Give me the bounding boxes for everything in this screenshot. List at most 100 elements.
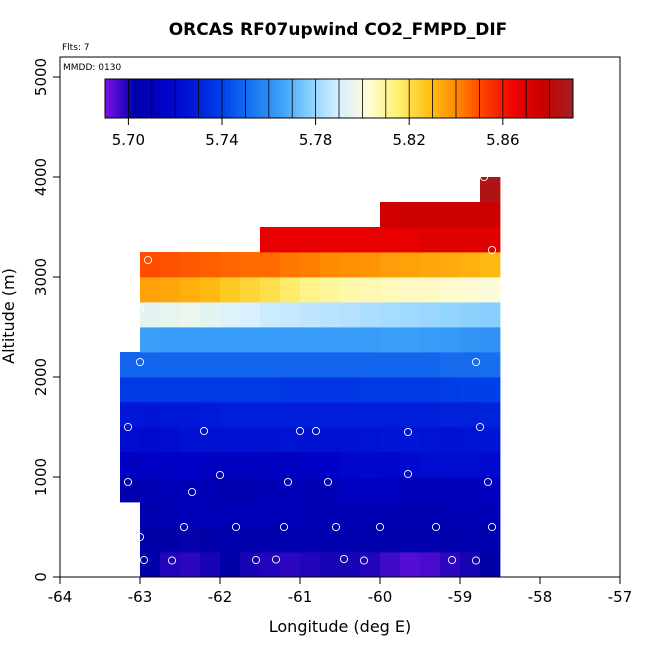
heatmap-cell (400, 452, 421, 478)
heatmap-cell (460, 377, 481, 403)
heatmap-cell (120, 377, 141, 403)
y-tick-label: 3000 (32, 258, 50, 296)
heatmap-cell (140, 427, 161, 453)
heatmap-cell (120, 477, 141, 503)
heatmap-cell (160, 402, 181, 428)
heatmap-cell (480, 277, 501, 303)
colorbar-segment (327, 79, 332, 118)
heatmap-cell (440, 402, 461, 428)
heatmap-cell (480, 302, 501, 328)
heatmap-cell (260, 327, 281, 353)
heatmap-cell (400, 552, 421, 578)
colorbar-tick-label: 5.70 (112, 131, 145, 149)
heatmap-cell (480, 252, 501, 278)
colorbar-segment (378, 79, 383, 118)
heatmap-cell (340, 352, 361, 378)
heatmap-cell (160, 302, 181, 328)
colorbar-segment (417, 79, 422, 118)
heatmap-cell (320, 227, 341, 253)
heatmap-cell (160, 327, 181, 353)
colorbar-segment (459, 79, 465, 118)
heatmap-cell (200, 527, 221, 553)
heatmap-cell (400, 302, 421, 328)
heatmap-cell (460, 427, 481, 453)
sample-point-marker (311, 426, 321, 436)
colorbar-segment (401, 79, 406, 118)
heatmap-cell (260, 527, 281, 553)
heatmap-cell (400, 227, 421, 253)
colorbar-segment (112, 79, 118, 118)
sample-point-marker (199, 426, 209, 436)
heatmap-cell (280, 477, 301, 503)
heatmap-cell (200, 552, 221, 578)
sample-point-marker (403, 469, 413, 479)
heatmap-cell (240, 427, 261, 453)
x-tick-label: -61 (288, 588, 313, 606)
colorbar-segment (502, 79, 508, 118)
colorbar-segment (210, 79, 215, 118)
colorbar-segment (561, 79, 566, 118)
colorbar-segment (218, 79, 223, 118)
colorbar-segment (183, 79, 188, 118)
heatmap-cell (480, 202, 501, 228)
heatmap-cell (300, 502, 321, 528)
colorbar-segment (549, 79, 554, 118)
colorbar-segment (124, 79, 129, 118)
heatmap-cell (260, 477, 281, 503)
heatmap-cell (180, 302, 201, 328)
heatmap-cell (180, 477, 201, 503)
heatmap-cell (460, 227, 481, 253)
heatmap-cell (240, 327, 261, 353)
colorbar-segment (346, 79, 352, 118)
heatmap-cell (400, 427, 421, 453)
heatmap-cell (480, 527, 501, 553)
colorbar-segment (268, 79, 274, 118)
heatmap-cell (400, 277, 421, 303)
colorbar-segment (518, 79, 523, 118)
colorbar-segment (444, 79, 449, 118)
heatmap-cell (340, 477, 361, 503)
y-tick-label: 1000 (32, 458, 50, 496)
x-tick-label: -59 (448, 588, 473, 606)
heatmap-cell (200, 402, 221, 428)
heatmap-cell (380, 527, 401, 553)
heatmap-cell (240, 552, 261, 578)
heatmap-cell (360, 352, 381, 378)
heatmap-cell (140, 402, 161, 428)
heatmap-cell (160, 502, 181, 528)
colorbar-segment (381, 79, 387, 118)
heatmap-cell (140, 327, 161, 353)
heatmap-cell (340, 277, 361, 303)
colorbar-segment (128, 79, 133, 118)
heatmap-cell (280, 302, 301, 328)
heatmap-cell (220, 552, 241, 578)
heatmap-cell (240, 352, 261, 378)
heatmap-cell (460, 527, 481, 553)
heatmap-cell (400, 377, 421, 403)
heatmap-cell (260, 427, 281, 453)
x-tick-label: -60 (368, 588, 393, 606)
heatmap-cell (400, 252, 421, 278)
heatmap-cell (400, 327, 421, 353)
heatmap-cell (480, 427, 501, 453)
heatmap-cell (220, 302, 241, 328)
colorbar-segment (491, 79, 496, 118)
colorbar-segment (171, 79, 176, 118)
plot-frame (59, 56, 621, 578)
x-tick-label: -57 (608, 588, 633, 606)
heatmap-cell (380, 302, 401, 328)
heatmap-cell (380, 377, 401, 403)
colorbar-segment (159, 79, 164, 118)
colorbar-segment (553, 79, 558, 118)
heatmap-cell (420, 477, 441, 503)
colorbar-segment (147, 79, 153, 118)
colorbar-segment (288, 79, 293, 118)
heatmap-cell (380, 502, 401, 528)
heatmap-cell (160, 527, 181, 553)
heatmap-cell (340, 402, 361, 428)
heatmap-cell (480, 552, 501, 578)
colorbar-segment (522, 79, 527, 118)
date-label: MMDD: 0130 (63, 63, 121, 73)
colorbar-segment (175, 79, 180, 118)
heatmap-cell (420, 427, 441, 453)
